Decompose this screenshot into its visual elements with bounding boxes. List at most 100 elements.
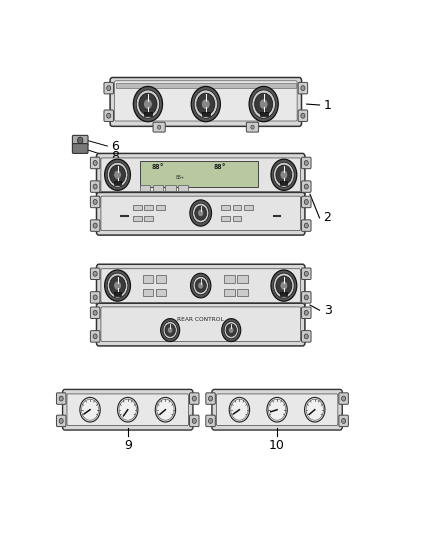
- FancyBboxPatch shape: [339, 393, 348, 405]
- Circle shape: [229, 398, 250, 422]
- Bar: [156, 288, 166, 296]
- Circle shape: [276, 165, 292, 184]
- FancyBboxPatch shape: [301, 157, 311, 169]
- Circle shape: [78, 137, 83, 144]
- Bar: [280, 292, 287, 296]
- FancyBboxPatch shape: [153, 122, 165, 132]
- Bar: [114, 292, 121, 296]
- Text: REAR CONTROL: REAR CONTROL: [177, 317, 224, 321]
- Text: 2: 2: [324, 212, 332, 224]
- Bar: [156, 276, 166, 283]
- Circle shape: [197, 93, 215, 115]
- Circle shape: [249, 86, 278, 122]
- FancyBboxPatch shape: [216, 394, 338, 425]
- Circle shape: [280, 281, 288, 290]
- Circle shape: [229, 327, 234, 333]
- Bar: [244, 205, 253, 210]
- FancyBboxPatch shape: [96, 154, 305, 196]
- Bar: [116, 83, 296, 88]
- FancyBboxPatch shape: [104, 83, 113, 94]
- FancyBboxPatch shape: [101, 158, 300, 191]
- FancyBboxPatch shape: [90, 220, 100, 231]
- Circle shape: [136, 90, 159, 118]
- FancyBboxPatch shape: [212, 390, 342, 430]
- Circle shape: [93, 271, 97, 276]
- Circle shape: [93, 310, 97, 315]
- Circle shape: [161, 319, 180, 342]
- FancyBboxPatch shape: [67, 394, 188, 425]
- Bar: [221, 216, 230, 221]
- Bar: [143, 288, 153, 296]
- Circle shape: [144, 99, 152, 109]
- Circle shape: [157, 399, 174, 420]
- FancyBboxPatch shape: [114, 81, 297, 121]
- FancyBboxPatch shape: [96, 264, 305, 307]
- FancyBboxPatch shape: [96, 192, 305, 235]
- FancyBboxPatch shape: [339, 415, 348, 426]
- Bar: [140, 161, 258, 187]
- Circle shape: [304, 334, 308, 339]
- Circle shape: [304, 310, 308, 315]
- FancyBboxPatch shape: [104, 110, 113, 122]
- Circle shape: [133, 86, 162, 122]
- Circle shape: [110, 165, 126, 184]
- Circle shape: [208, 418, 212, 423]
- Text: 8: 8: [111, 150, 119, 163]
- Bar: [145, 216, 153, 221]
- FancyBboxPatch shape: [72, 143, 88, 154]
- Circle shape: [59, 418, 63, 423]
- Circle shape: [254, 93, 273, 115]
- Circle shape: [304, 184, 308, 189]
- Circle shape: [191, 273, 211, 298]
- FancyBboxPatch shape: [101, 196, 300, 231]
- Bar: [133, 205, 141, 210]
- FancyBboxPatch shape: [90, 157, 100, 169]
- Bar: [166, 185, 176, 191]
- FancyBboxPatch shape: [101, 269, 300, 302]
- Text: 1: 1: [324, 99, 332, 111]
- Circle shape: [93, 199, 97, 204]
- Text: 3: 3: [324, 304, 332, 317]
- Circle shape: [105, 270, 131, 301]
- Circle shape: [251, 125, 254, 129]
- FancyBboxPatch shape: [190, 393, 199, 405]
- Bar: [202, 111, 210, 116]
- Circle shape: [208, 396, 212, 401]
- Text: 9: 9: [124, 439, 132, 451]
- Circle shape: [274, 162, 294, 187]
- Circle shape: [81, 399, 99, 420]
- Circle shape: [306, 399, 323, 420]
- Circle shape: [163, 321, 177, 339]
- Text: 88→: 88→: [175, 175, 184, 180]
- Circle shape: [157, 125, 161, 129]
- FancyBboxPatch shape: [301, 292, 311, 303]
- Circle shape: [276, 276, 292, 295]
- FancyBboxPatch shape: [206, 415, 215, 426]
- Circle shape: [231, 399, 248, 420]
- Circle shape: [107, 113, 111, 118]
- FancyBboxPatch shape: [96, 303, 305, 346]
- FancyBboxPatch shape: [90, 330, 100, 342]
- FancyBboxPatch shape: [298, 110, 307, 122]
- FancyBboxPatch shape: [101, 307, 300, 342]
- Circle shape: [224, 321, 238, 339]
- Circle shape: [192, 418, 196, 423]
- FancyBboxPatch shape: [90, 196, 100, 208]
- Circle shape: [193, 203, 209, 223]
- Bar: [221, 205, 230, 210]
- Bar: [237, 288, 247, 296]
- Bar: [133, 216, 141, 221]
- Bar: [143, 276, 153, 283]
- Bar: [224, 288, 235, 296]
- Circle shape: [107, 86, 111, 91]
- Circle shape: [80, 398, 100, 422]
- Bar: [156, 205, 165, 210]
- FancyBboxPatch shape: [301, 307, 311, 319]
- FancyBboxPatch shape: [206, 393, 215, 405]
- Circle shape: [198, 209, 204, 217]
- Circle shape: [274, 273, 294, 298]
- FancyBboxPatch shape: [90, 181, 100, 192]
- Circle shape: [192, 396, 196, 401]
- Circle shape: [304, 199, 308, 204]
- Bar: [233, 216, 241, 221]
